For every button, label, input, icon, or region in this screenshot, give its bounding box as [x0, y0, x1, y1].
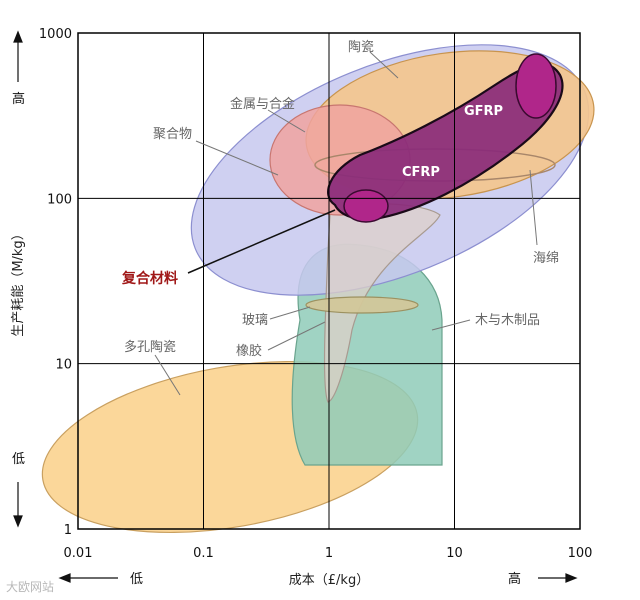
- x-tick-label: 1: [325, 546, 333, 561]
- label-rubber: 橡胶: [236, 343, 262, 359]
- x-tick-label: 0.01: [64, 546, 93, 561]
- label-polymers: 聚合物: [153, 127, 192, 142]
- x-high-arrowhead: [565, 573, 578, 583]
- region-labels: 陶瓷 金属与合金 聚合物 GFRP CFRP 海绵 复合材料 玻璃 木与木制品 …: [121, 39, 559, 359]
- material-regions: [41, 44, 595, 534]
- region-gfrp: [515, 53, 557, 119]
- y-tick-label: 1000: [39, 27, 72, 42]
- leader-ceramics: [369, 51, 399, 79]
- x-tick-label: 10: [446, 546, 463, 561]
- leader-metals: [267, 109, 306, 133]
- x-high-label: 高: [508, 571, 521, 587]
- y-low-arrowhead: [13, 515, 23, 528]
- label-cfrp: CFRP: [402, 165, 440, 180]
- leader-rubber: [267, 321, 326, 351]
- y-tick-label: 100: [47, 192, 72, 207]
- label-foams: 海绵: [533, 251, 559, 266]
- leader-glass: [269, 306, 311, 320]
- direction-arrows: [13, 30, 578, 583]
- leader-lines: [154, 51, 538, 396]
- grid-lines: [78, 33, 580, 529]
- y-high-label: 高: [12, 91, 25, 107]
- label-gfrp: GFRP: [464, 104, 503, 119]
- label-metals: 金属与合金: [230, 96, 295, 112]
- leader-composites: [187, 209, 336, 274]
- y-high-arrowhead: [13, 30, 23, 43]
- x-tick-label: 0.1: [193, 546, 214, 561]
- region-composites: [327, 63, 564, 221]
- x-tick-label: 100: [568, 546, 593, 561]
- y-low-label: 低: [12, 452, 25, 467]
- label-ceramics: 陶瓷: [348, 39, 374, 55]
- leader-wood: [431, 319, 471, 331]
- watermark: 大欧网站: [6, 580, 55, 594]
- x-low-label: 低: [130, 572, 143, 587]
- region-glass: [305, 296, 419, 314]
- label-composites: 复合材料: [121, 270, 178, 287]
- plot-frame: [77, 32, 581, 530]
- tick-labels: 0.01 0.1 1 10 100 1 10 100 1000: [39, 27, 593, 561]
- leader-foams: [529, 169, 538, 246]
- region-cfrp: [343, 189, 389, 223]
- leader-polymers: [195, 140, 279, 176]
- y-axis-title: 生产耗能（M/kg）: [11, 227, 26, 336]
- x-low-arrowhead: [58, 573, 71, 583]
- leader-porous-ceramics: [154, 354, 181, 396]
- y-tick-label: 10: [55, 358, 72, 373]
- label-glass: 玻璃: [242, 313, 268, 328]
- y-tick-label: 1: [64, 523, 72, 538]
- x-axis-title: 成本（£/kg）: [289, 573, 369, 588]
- label-wood: 木与木制品: [475, 313, 540, 328]
- label-porous-ceramics: 多孔陶瓷: [124, 339, 176, 355]
